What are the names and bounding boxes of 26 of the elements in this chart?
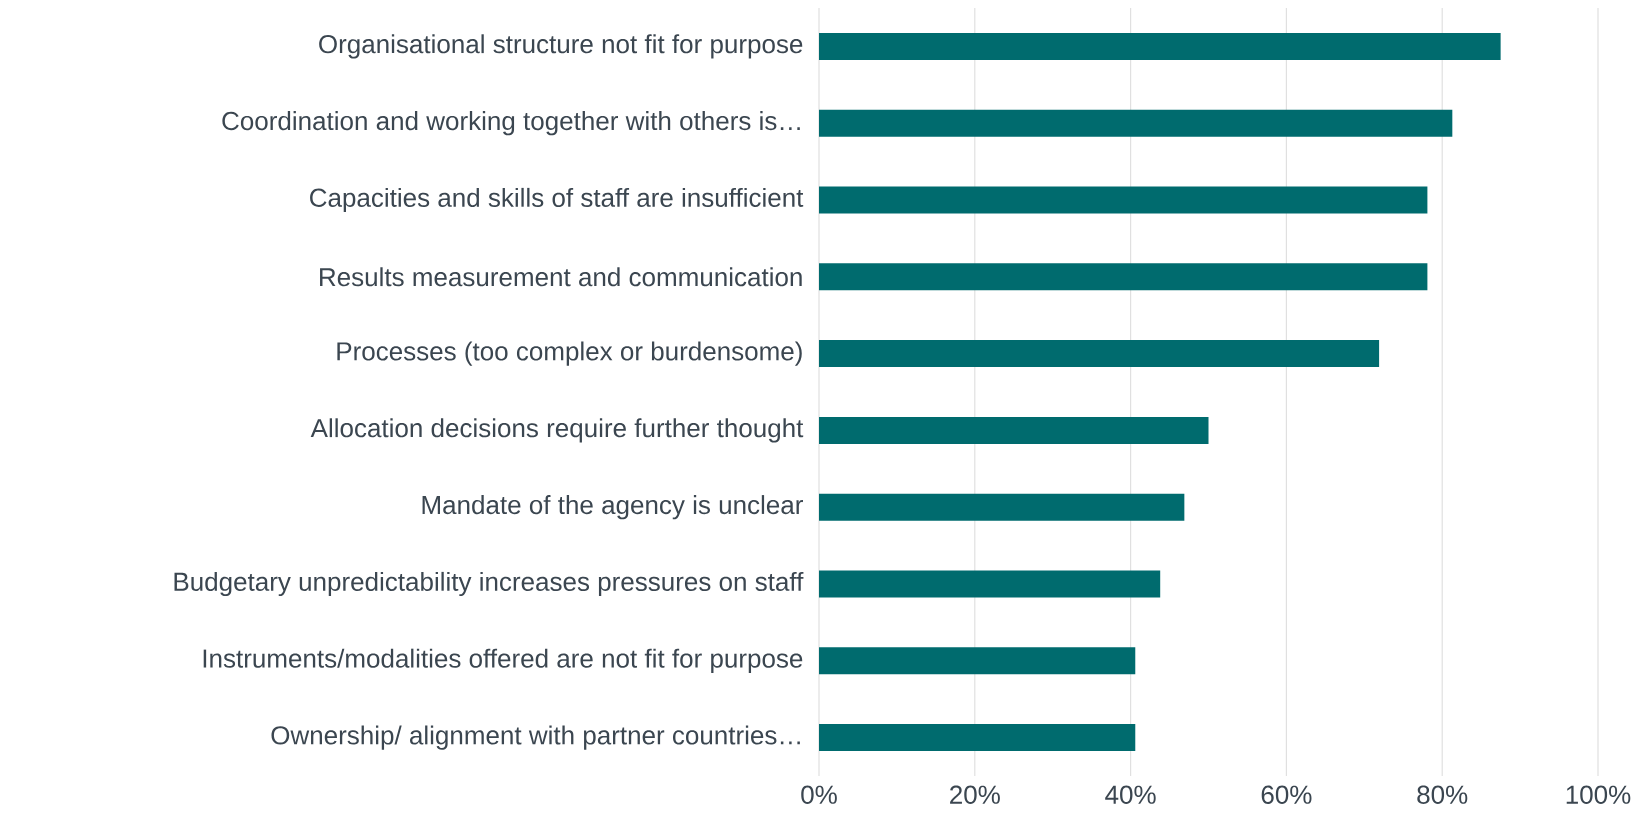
y-tick-label: Capacities and skills of staff are insufficient [310,187,804,213]
y-tick-label: Processes (too complex or burdensome) [337,341,802,366]
x-tick-label: 40% [1105,785,1156,804]
bar [819,416,1209,444]
bar [819,493,1185,521]
x-tick-label: 0% [801,785,837,804]
bar [819,724,1136,752]
bar [819,263,1428,291]
bar [819,340,1380,368]
y-tick-label: Organisational structure not fit for purpose [319,34,803,59]
x-tick-label: 100% [1566,785,1631,804]
bar [819,570,1161,598]
bar [819,186,1428,214]
x-tick-label: 80% [1417,785,1468,804]
bar [819,109,1453,137]
y-tick-label: Ownership/ alignment with partner countries… [271,725,800,750]
y-tick-label: Budgetary unpredictability increases pressures on staff [174,571,804,597]
bar [819,647,1136,675]
y-tick-label: Allocation decisions require further thought [310,418,804,443]
y-tick-label: Mandate of the agency is unclear [422,495,803,520]
bar [819,32,1501,60]
y-tick-label: Coordination and working together with others is… [222,111,800,136]
x-tick-label: 60% [1261,785,1312,804]
x-tick-label: 20% [950,785,1000,804]
y-tick-label: Results measurement and communication [320,267,802,287]
y-tick-label: Instruments/modalities offered are not fit for purpose [203,648,803,673]
